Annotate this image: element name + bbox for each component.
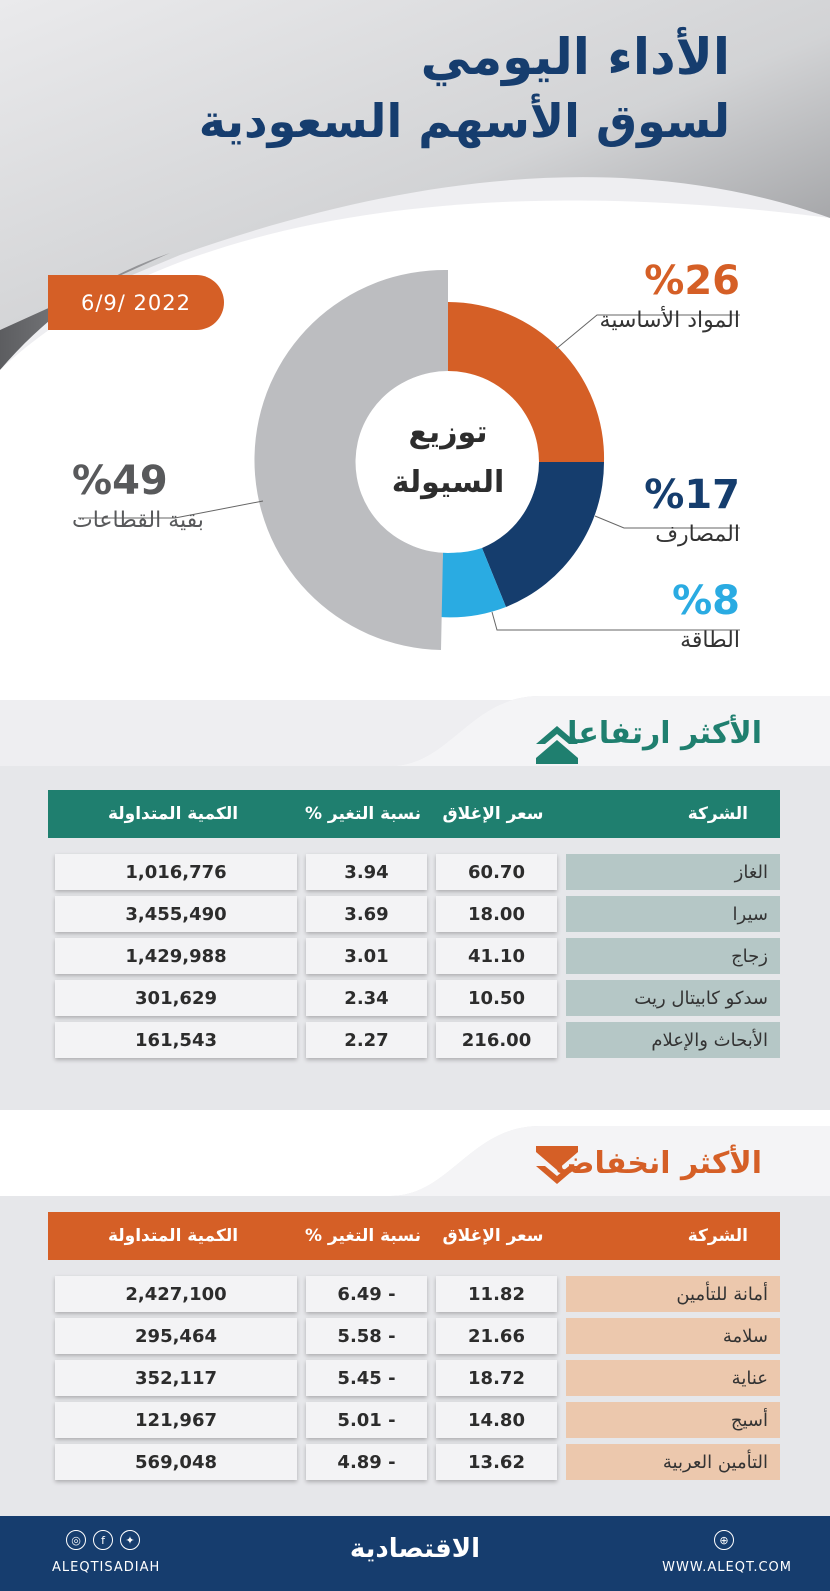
close-price-cell: 41.10 [436,938,557,974]
change-cell: 3.69 [306,896,427,932]
callout-materials-pct: %26 [644,258,740,304]
callout-banks: %17 المصارف [644,472,740,547]
gainers-table-header: الشركة سعر الإغلاق نسبة التغير % الكمية … [48,790,780,838]
company-cell: سلامة [566,1318,780,1354]
gainers-col-close: سعر الإغلاق [442,804,544,824]
losers-table-header: الشركة سعر الإغلاق نسبة التغير % الكمية … [48,1212,780,1260]
close-price-cell: 14.80 [436,1402,557,1438]
gainers-col-volume: الكمية المتداولة [107,804,239,824]
leader-line-banks [594,515,740,529]
close-price-cell: 13.62 [436,1444,557,1480]
leader-line-materials [555,314,740,350]
close-price-cell: 10.50 [436,980,557,1016]
company-cell: أمانة للتأمين [566,1276,780,1312]
callout-others: %49 بقية القطاعات [72,458,204,533]
volume-cell: 2,427,100 [55,1276,297,1312]
table-row: سيرا 18.00 3.69 3,455,490 [48,896,780,932]
change-cell: 3.01 [306,938,427,974]
footer-bar: ◎ f ✦ ALEQTISADIAH الاقتصادية ⊕ WWW.ALEQ… [0,1516,830,1591]
close-price-cell: 21.66 [436,1318,557,1354]
table-row: زجاج 41.10 3.01 1,429,988 [48,938,780,974]
table-row: سدكو كابيتال ريت 10.50 2.34 301,629 [48,980,780,1016]
close-price-cell: 216.00 [436,1022,557,1058]
gainers-title: الأكثر ارتفاعا [567,716,762,751]
volume-cell: 569,048 [55,1444,297,1480]
leader-line-energy [491,611,740,631]
company-cell: التأمين العربية [566,1444,780,1480]
losers-col-company: الشركة [687,1226,748,1246]
close-price-cell: 18.72 [436,1360,557,1396]
gainers-col-company: الشركة [687,804,748,824]
callout-materials-label: المواد الأساسية [599,308,740,333]
instagram-icon[interactable]: ◎ [66,1530,86,1550]
brand-logo: الاقتصادية [349,1534,481,1564]
donut-center-line2: السيولة [392,465,505,500]
change-cell: - 5.58 [306,1318,427,1354]
callout-energy-pct: %8 [672,578,740,624]
donut-segment-banks [482,462,605,607]
volume-cell: 121,967 [55,1402,297,1438]
volume-cell: 352,117 [55,1360,297,1396]
callout-others-label: بقية القطاعات [72,508,204,533]
leader-line-others [78,500,264,519]
page-title-line1: الأداء اليومي [420,28,730,86]
volume-cell: 3,455,490 [55,896,297,932]
volume-cell: 1,429,988 [55,938,297,974]
volume-cell: 161,543 [55,1022,297,1058]
close-price-cell: 11.82 [436,1276,557,1312]
change-cell: - 4.89 [306,1444,427,1480]
chevron-down-icon [536,1146,578,1184]
company-cell: زجاج [566,938,780,974]
volume-cell: 301,629 [55,980,297,1016]
company-cell: الغاز [566,854,780,890]
change-cell: - 5.01 [306,1402,427,1438]
change-cell: 2.27 [306,1022,427,1058]
company-cell: سدكو كابيتال ريت [566,980,780,1016]
table-row: أسيج 14.80- 5.01 121,967 [48,1402,780,1438]
close-price-cell: 60.70 [436,854,557,890]
website-link[interactable]: WWW.ALEQT.COM [662,1560,792,1575]
table-row: أمانة للتأمين 11.82- 6.49 2,427,100 [48,1276,780,1312]
table-row: عناية 18.72- 5.45 352,117 [48,1360,780,1396]
page-title-line2: لسوق الأسهم السعودية [198,94,730,148]
table-row: الغاز 60.70 3.94 1,016,776 [48,854,780,890]
globe-icon[interactable]: ⊕ [714,1530,734,1550]
table-row: التأمين العربية 13.62- 4.89 569,048 [48,1444,780,1480]
losers-col-volume: الكمية المتداولة [107,1226,239,1246]
donut-segment-energy [439,548,506,618]
liquidity-donut-chart: توزيع السيولة [78,269,740,650]
social-handle[interactable]: ALEQTISADIAH [52,1560,161,1575]
date-badge: 6/9/ 2022 [48,275,224,330]
callout-banks-label: المصارف [655,522,740,547]
callout-energy-label: الطاقة [680,628,740,653]
close-price-cell: 18.00 [436,896,557,932]
losers-col-change: نسبة التغير % [304,1226,422,1246]
callout-materials: %26 المواد الأساسية [600,258,740,333]
gainers-col-change: نسبة التغير % [304,804,422,824]
company-cell: عناية [566,1360,780,1396]
twitter-icon[interactable]: ✦ [120,1530,140,1550]
callout-others-pct: %49 [72,458,168,504]
facebook-icon[interactable]: f [93,1530,113,1550]
donut-segment-materials [448,301,605,462]
company-cell: الأبحاث والإعلام [566,1022,780,1058]
donut-segment-others [254,269,448,650]
company-cell: أسيج [566,1402,780,1438]
change-cell: - 5.45 [306,1360,427,1396]
callout-energy: %8 الطاقة [672,578,740,653]
company-cell: سيرا [566,896,780,932]
callout-banks-pct: %17 [644,472,740,518]
donut-center-line1: توزيع [408,415,487,450]
volume-cell: 1,016,776 [55,854,297,890]
change-cell: 2.34 [306,980,427,1016]
losers-col-close: سعر الإغلاق [442,1226,544,1246]
losers-title: الأكثر انخفاضا [554,1146,762,1181]
losers-section-background [0,1110,830,1516]
chevron-up-icon [536,726,578,764]
table-row: سلامة 21.66- 5.58 295,464 [48,1318,780,1354]
change-cell: 3.94 [306,854,427,890]
change-cell: - 6.49 [306,1276,427,1312]
table-row: الأبحاث والإعلام 216.00 2.27 161,543 [48,1022,780,1058]
volume-cell: 295,464 [55,1318,297,1354]
